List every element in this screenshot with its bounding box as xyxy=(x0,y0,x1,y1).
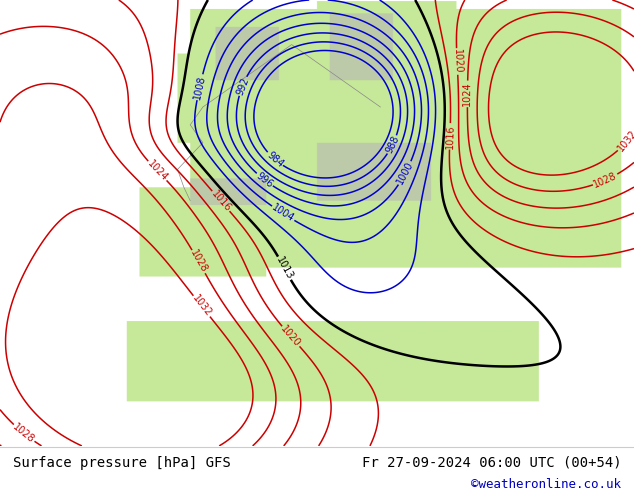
Text: 1016: 1016 xyxy=(209,189,233,214)
Text: 984: 984 xyxy=(264,149,285,169)
Text: 996: 996 xyxy=(254,171,275,190)
Text: 1024: 1024 xyxy=(145,158,169,183)
Text: 1028: 1028 xyxy=(11,422,37,445)
Text: 1028: 1028 xyxy=(592,171,619,190)
Text: 1013: 1013 xyxy=(274,255,295,281)
Text: 1008: 1008 xyxy=(192,74,207,100)
Text: 1016: 1016 xyxy=(444,124,455,149)
Text: 1024: 1024 xyxy=(462,81,472,106)
Text: Fr 27-09-2024 06:00 UTC (00+54): Fr 27-09-2024 06:00 UTC (00+54) xyxy=(361,456,621,469)
Text: 1020: 1020 xyxy=(279,324,302,349)
Text: 1028: 1028 xyxy=(188,248,209,275)
Text: 988: 988 xyxy=(384,134,401,155)
Text: ©weatheronline.co.uk: ©weatheronline.co.uk xyxy=(471,478,621,490)
Text: 1032: 1032 xyxy=(616,128,634,153)
Text: 1004: 1004 xyxy=(270,203,296,224)
Text: Surface pressure [hPa] GFS: Surface pressure [hPa] GFS xyxy=(13,456,230,469)
Text: 1000: 1000 xyxy=(395,160,415,186)
Text: 1020: 1020 xyxy=(451,49,463,74)
Text: 992: 992 xyxy=(235,75,250,97)
Text: 1032: 1032 xyxy=(190,294,213,319)
